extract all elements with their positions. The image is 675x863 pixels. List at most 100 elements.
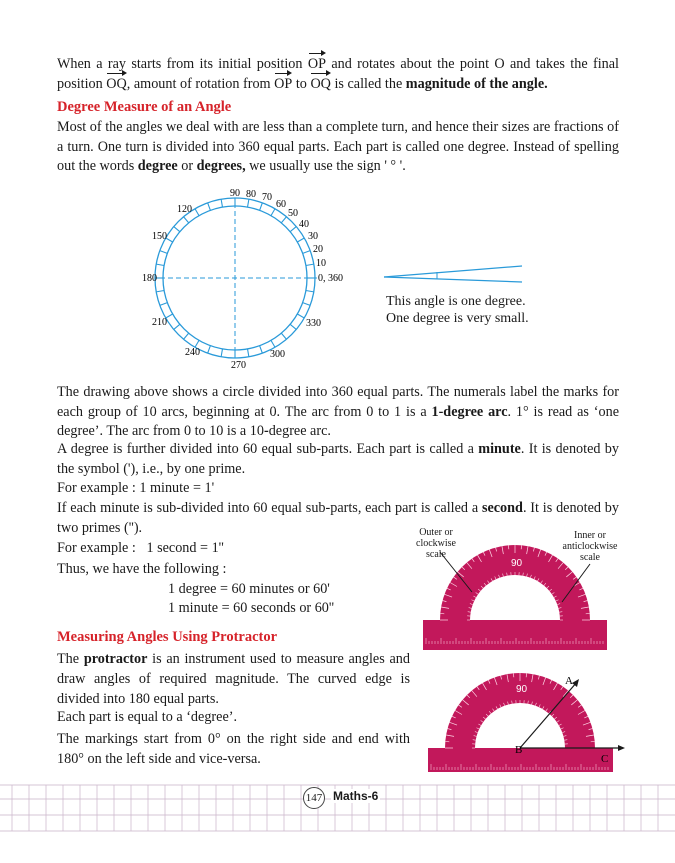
- circle-tick: [220, 348, 224, 357]
- protractor-tick: [588, 728, 593, 730]
- protractor-tick: [466, 562, 473, 569]
- circle-tick: [183, 216, 190, 224]
- label-210: 210: [152, 317, 167, 328]
- circle-tick: [297, 237, 305, 243]
- circle-tick: [156, 263, 165, 267]
- protractor-tick: [477, 554, 482, 563]
- protractor-inner-tick: [558, 723, 562, 726]
- protractor-tick: [471, 690, 478, 697]
- protractor-tick: [461, 566, 466, 571]
- protractor-inner-tick: [492, 708, 495, 712]
- protractor-inner-tick: [551, 713, 555, 717]
- vector-op: OP: [308, 50, 327, 75]
- one-degree-angle: [383, 265, 523, 283]
- circle-tick: [270, 208, 276, 216]
- protractor-tick: [566, 571, 573, 578]
- circle-tick: [280, 216, 287, 224]
- inner-scale-pointer: [561, 563, 591, 603]
- protractor-tick: [506, 674, 509, 683]
- protractor-inner-tick: [527, 700, 529, 704]
- circle-tick: [270, 340, 276, 348]
- label-330: 330: [306, 318, 321, 329]
- protractor-tick: [447, 728, 452, 730]
- protractor-term: protractor: [83, 651, 148, 667]
- protractor-tick: [444, 594, 453, 598]
- vector-oq: OQ: [106, 69, 127, 95]
- protractor-tick: [441, 606, 450, 609]
- circle-tick: [173, 323, 181, 330]
- circle-tick: [165, 313, 173, 319]
- protractor-tick: [577, 710, 586, 715]
- degrees-term: degrees,: [196, 158, 246, 174]
- label-20: 20: [313, 244, 323, 255]
- circle-tick: [305, 263, 314, 267]
- protractor-tick: [544, 551, 548, 556]
- protractor-inner-tick: [480, 585, 484, 589]
- circle-tick: [302, 250, 311, 254]
- label-40: 40: [299, 219, 309, 230]
- protractor-inner-tick: [531, 701, 533, 705]
- minute-text: A degree is further divided into 60 equa…: [57, 441, 479, 457]
- label-90: 90: [230, 188, 240, 199]
- inner-scale-label: Inner or anticlockwise scale: [562, 530, 618, 563]
- label-50: 50: [288, 208, 298, 219]
- protractor-inner-tick: [487, 580, 490, 584]
- circle-tick: [246, 348, 250, 357]
- protractor-inner-tick: [555, 599, 559, 602]
- intro-paragraph: When a ray starts from its initial posit…: [57, 50, 619, 95]
- circle-tick: [246, 199, 250, 208]
- page-number: 147: [305, 792, 323, 804]
- protractor-inner-tick: [533, 576, 536, 580]
- protractor-inner-tick: [558, 607, 562, 609]
- outer-scale-label: Outer or clockwise scale: [416, 527, 456, 560]
- equation-minute: 1 minute = 60 seconds or 60'': [168, 600, 335, 616]
- protractor-tick: [569, 694, 574, 699]
- drawing-paragraph: The drawing above shows a circle divided…: [57, 383, 619, 442]
- protractor-tick: [482, 551, 486, 556]
- protractor-tick: [583, 600, 588, 602]
- degree-text: we usually use the sign ' ° '.: [245, 158, 406, 174]
- degree-paragraph: Most of the angles we deal with are less…: [57, 118, 619, 177]
- protractor-inner-tick: [495, 706, 498, 710]
- intro-text: When a ray starts from its initial posit…: [57, 56, 308, 72]
- protractor-tick: [442, 600, 447, 602]
- label-150: 150: [152, 231, 167, 242]
- caption-line: This angle is one degree.: [386, 294, 526, 309]
- protractor-tick: [471, 558, 475, 563]
- protractor-inner-tick: [538, 704, 541, 708]
- protractor-tick: [451, 715, 456, 719]
- protractor-tick: [494, 677, 498, 686]
- one-degree-arc-term: 1-degree arc: [431, 403, 508, 420]
- label-300: 300: [270, 349, 285, 360]
- protractor-inner-tick: [476, 727, 480, 730]
- protractor-inner-tick: [522, 572, 524, 576]
- protractor-inner-tick: [483, 716, 486, 720]
- label-270: 270: [231, 360, 246, 371]
- protractor-base: [428, 748, 613, 772]
- protractor-inner-tick: [559, 611, 563, 613]
- protractor-tick: [458, 704, 463, 708]
- protractor-inner-tick: [468, 607, 472, 609]
- protractor-tick: [453, 576, 458, 580]
- protractor-inner-tick: [543, 583, 547, 586]
- protractor-tick: [489, 549, 493, 558]
- one-degree-caption: This angle is one degree. One degree is …: [386, 293, 529, 327]
- protractor-inner-tick: [507, 701, 509, 705]
- thus-line: Thus, we have the following :: [57, 561, 227, 577]
- intro-text: and rotates about the point O and takes …: [57, 56, 619, 92]
- outer-scale-pointer: [439, 551, 473, 593]
- degree-circle-diagram: 90 80 70 60 50 40 30 20 10 0, 360 120 15…: [142, 188, 343, 371]
- protractor-tick: [487, 679, 491, 684]
- label-180: 180: [142, 273, 157, 284]
- protractor-inner-tick: [498, 574, 500, 578]
- protractor-tick: [457, 571, 464, 578]
- protractor-tick: [446, 587, 451, 591]
- degree-text: Most of the angles we deal with are less…: [57, 119, 619, 174]
- ray-bc-arrow: [618, 745, 625, 751]
- protractor-inner-tick: [494, 576, 497, 580]
- page-number-badge: 147: [303, 787, 325, 809]
- drawing-text: . 1° is read as ‘one degree’. The arc fr…: [57, 403, 620, 440]
- protractor-tick: [526, 546, 529, 555]
- protractor-2: 90 A B C: [428, 673, 625, 772]
- protractor-1: 90: [423, 545, 607, 650]
